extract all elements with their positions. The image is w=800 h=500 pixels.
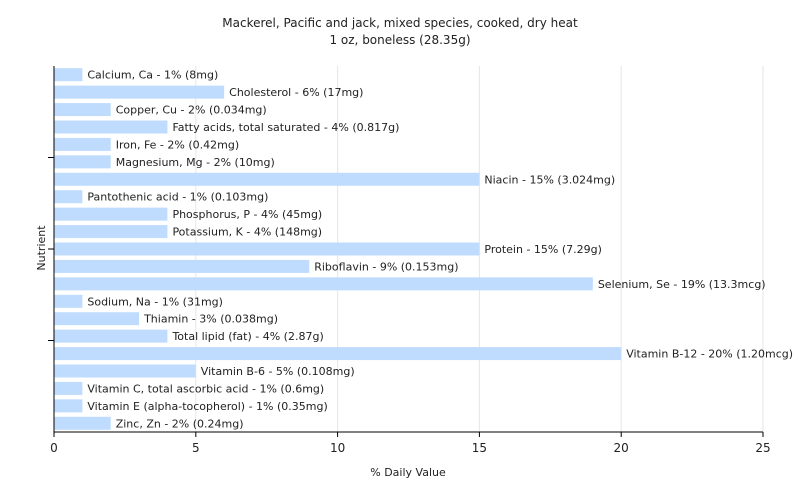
- bar-label-14: Thiamin - 3% (0.038mg): [143, 313, 278, 326]
- x-tick-label-4: 20: [614, 441, 629, 455]
- bar-label-15: Total lipid (fat) - 4% (2.87g): [171, 330, 323, 343]
- bar-label-2: Copper, Cu - 2% (0.034mg): [116, 104, 267, 117]
- bar-8: [54, 207, 168, 221]
- bar-label-17: Vitamin B-6 - 5% (0.108mg): [201, 365, 355, 378]
- bar-label-8: Phosphorus, P - 4% (45mg): [172, 208, 322, 221]
- x-tick-label-0: 0: [50, 441, 58, 455]
- x-tick-label-5: 25: [755, 441, 770, 455]
- bar-label-1: Cholesterol - 6% (17mg): [229, 86, 363, 99]
- bar-2: [54, 103, 111, 117]
- bar-label-5: Magnesium, Mg - 2% (10mg): [116, 156, 275, 169]
- bar-9: [54, 225, 168, 239]
- bar-1: [54, 85, 225, 99]
- bar-label-6: Niacin - 15% (3.024mg): [484, 173, 615, 186]
- bar-17: [54, 364, 196, 378]
- x-tick-label-3: 15: [472, 441, 487, 455]
- bar-10: [54, 242, 480, 256]
- bar-label-7: Pantothenic acid - 1% (0.103mg): [87, 191, 268, 204]
- bar-7: [54, 190, 83, 204]
- bar-14: [54, 312, 140, 326]
- axes: 0 5 10 15 20 25: [48, 66, 771, 455]
- bar-3: [54, 120, 168, 134]
- bar-11: [54, 259, 310, 273]
- bar-label-19: Vitamin E (alpha-tocopherol) - 1% (0.35m…: [87, 400, 327, 413]
- bars: Calcium, Ca - 1% (8mg) Cholesterol - 6% (…: [54, 68, 793, 430]
- bar-16: [54, 347, 622, 361]
- bar-label-10: Protein - 15% (7.29g): [484, 243, 602, 256]
- bar-13: [54, 294, 83, 308]
- bar-label-11: Riboflavin - 9% (0.153mg): [314, 260, 458, 273]
- bar-label-18: Vitamin C, total ascorbic acid - 1% (0.6…: [87, 382, 324, 395]
- bar-12: [54, 277, 593, 291]
- bar-label-13: Sodium, Na - 1% (31mg): [87, 295, 223, 308]
- bar-15: [54, 329, 168, 343]
- chart-title: Mackerel, Pacific and jack, mixed specie…: [222, 16, 578, 30]
- bar-label-9: Potassium, K - 4% (148mg): [172, 226, 322, 239]
- x-tick-label-1: 5: [192, 441, 200, 455]
- bar-label-12: Selenium, Se - 19% (13.3mcg): [598, 278, 766, 291]
- x-tick-label-2: 10: [330, 441, 345, 455]
- bar-20: [54, 416, 111, 430]
- bar-18: [54, 381, 83, 395]
- bar-19: [54, 399, 83, 413]
- bar-5: [54, 155, 111, 169]
- bar-4: [54, 137, 111, 151]
- bar-6: [54, 172, 480, 186]
- bar-label-4: Iron, Fe - 2% (0.42mg): [116, 138, 239, 151]
- y-axis-title: Nutrient: [35, 225, 48, 271]
- x-axis-title: % Daily Value: [370, 466, 446, 479]
- bar-label-16: Vitamin B-12 - 20% (1.20mcg): [626, 348, 793, 361]
- bar-label-3: Fatty acids, total saturated - 4% (0.817…: [172, 121, 399, 134]
- chart-subtitle: 1 oz, boneless (28.35g): [329, 33, 470, 47]
- bar-0: [54, 68, 83, 82]
- bar-label-20: Zinc, Zn - 2% (0.24mg): [116, 417, 244, 430]
- bar-label-0: Calcium, Ca - 1% (8mg): [87, 69, 218, 82]
